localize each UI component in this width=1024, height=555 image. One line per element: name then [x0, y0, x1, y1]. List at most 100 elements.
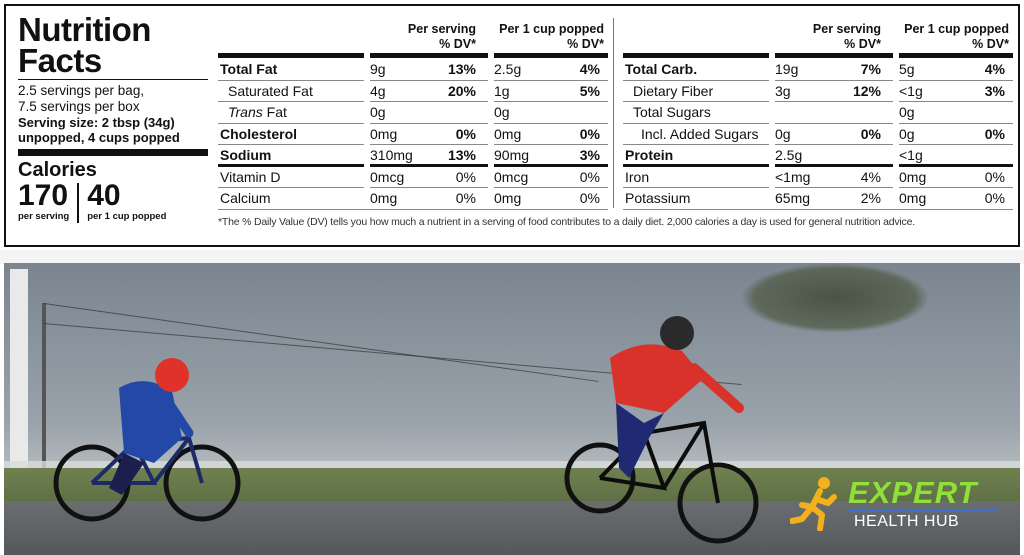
column-gap — [769, 53, 775, 208]
calories-label: Calories — [18, 159, 97, 181]
table-top-rule — [623, 53, 1013, 58]
amount-cup: 0mg — [899, 168, 927, 185]
serving-size-line1: Serving size: 2 tbsp (34g) — [18, 115, 175, 130]
dv-serving: 0% — [455, 168, 476, 185]
amount-serving: 310mg — [370, 147, 413, 163]
label-title-line2: Facts — [18, 42, 102, 79]
amount-cup: 5g — [899, 61, 915, 77]
amount-serving: 4g — [370, 82, 386, 99]
rider-jersey — [119, 381, 182, 463]
photo-tree — [740, 263, 930, 333]
nutrient-name: Total Sugars — [633, 104, 711, 120]
nutrient-row-trans-fat: Trans Fat 0g 0g — [218, 102, 608, 124]
rider-jersey — [610, 344, 704, 413]
col-header-cup: Per 1 cup popped — [499, 22, 604, 36]
dv-serving: 13% — [447, 61, 476, 77]
dv-footnote: *The % Daily Value (DV) tells you how mu… — [218, 216, 915, 228]
nutrient-row-protein: Protein 2.5g <1g — [623, 145, 1013, 167]
amount-cup: 90mg — [494, 147, 530, 163]
nutrient-row-added-sugars: Incl. Added Sugars 0g 0% 0g 0% — [623, 124, 1013, 145]
amount-serving: 2.5g — [775, 147, 803, 163]
nutrient-name: Calcium — [220, 190, 271, 206]
nutrient-row-calcium: Calcium 0mg 0% 0mg 0% — [218, 188, 608, 210]
col-header-cup: Per 1 cup popped — [904, 22, 1009, 36]
dv-serving: 4% — [860, 168, 881, 185]
nutrient-name: Vitamin D — [220, 168, 281, 185]
cyclist-right — [564, 316, 759, 544]
rider-helmet — [155, 358, 189, 392]
dv-cup: 5% — [579, 82, 600, 99]
amount-serving: 9g — [370, 61, 386, 77]
divider — [18, 79, 208, 80]
photo-grass — [4, 468, 1020, 503]
calories-row: 170 per serving 40 per 1 cup popped — [18, 181, 208, 223]
amount-cup: 0mg — [899, 190, 927, 206]
rider-leg — [109, 453, 144, 495]
amount-serving: 3g — [775, 82, 791, 99]
dv-cup: 0% — [984, 190, 1005, 206]
amount-serving: 0g — [775, 125, 791, 142]
bike-wheel — [564, 442, 636, 514]
logo-word-health-hub: HEALTH HUB — [854, 513, 960, 530]
calories-per-cup-label: per 1 cup popped — [87, 211, 167, 222]
table-header: Per serving % DV* Per 1 cup popped % DV* — [623, 20, 1013, 53]
amount-cup: 1g — [494, 82, 510, 99]
bike-wheel — [163, 444, 241, 522]
dv-cup: 4% — [579, 61, 600, 77]
col-header-cup-dv: % DV* — [972, 37, 1009, 51]
nutrient-name: Saturated Fat — [228, 82, 313, 99]
dv-serving: 20% — [447, 82, 476, 99]
nutrient-row-iron: Iron <1mg 4% 0mg 0% — [623, 167, 1013, 188]
nutrient-row-sodium: Sodium 310mg 13% 90mg 3% — [218, 145, 608, 167]
trans-fat-label: Fat — [266, 104, 287, 120]
col-header-serving: Per serving — [407, 22, 476, 36]
rider-helmet — [660, 316, 694, 350]
label-title-line1: Nutrition — [18, 11, 151, 48]
amount-cup: 0mg — [494, 125, 522, 142]
expert-health-hub-logo: EXPERT HEALTH HUB — [790, 473, 1000, 533]
column-gap — [364, 53, 370, 208]
trans-prefix: Trans — [228, 104, 263, 120]
rider-arm — [164, 398, 194, 438]
amount-cup: 0g — [494, 104, 510, 120]
dv-cup: 0% — [579, 190, 600, 206]
calories-per-cup: 40 — [87, 179, 121, 212]
servings-line2: 7.5 servings per box — [18, 99, 140, 114]
cyclists-illustration — [53, 316, 759, 544]
column-gap — [893, 53, 899, 208]
amount-cup: 0mcg — [494, 168, 529, 185]
dv-serving: 0% — [455, 125, 476, 142]
col-header-serving-dv: % DV* — [439, 37, 476, 51]
serving-size-line2: unpopped, 4 cups popped — [18, 130, 180, 145]
nutrient-row-total-sugars: Total Sugars 0g — [623, 102, 1013, 124]
table-top-rule — [218, 53, 608, 58]
table-header: Per serving % DV* Per 1 cup popped % DV* — [218, 20, 608, 53]
calories-per-serving-label: per serving — [18, 211, 70, 222]
dv-cup: 0% — [579, 168, 600, 185]
amount-cup: 0g — [899, 104, 915, 120]
nutrition-label: Nutrition Facts 2.5 servings per bag, 7.… — [4, 4, 1020, 247]
section-divider — [0, 250, 1024, 264]
logo-word-expert: EXPERT — [848, 475, 978, 510]
nutrient-row-potassium: Potassium 65mg 2% 0mg 0% — [623, 188, 1013, 210]
amount-cup: 0g — [899, 125, 915, 142]
rider-shorts — [616, 403, 664, 478]
dv-cup: 4% — [984, 61, 1005, 77]
amount-serving: 0mg — [370, 190, 398, 206]
servings-line1: 2.5 servings per bag, — [18, 83, 145, 98]
nutrient-name: Potassium — [625, 190, 691, 206]
cyclists-photo: EXPERT HEALTH HUB — [4, 263, 1020, 555]
nutrient-name: Protein — [625, 147, 674, 163]
logo-underline — [848, 510, 998, 512]
dv-serving: 0% — [455, 190, 476, 206]
nutrient-name: Dietary Fiber — [633, 82, 714, 99]
nutrient-row-total-fat: Total Fat 9g 13% 2.5g 4% — [218, 59, 608, 81]
dv-cup: 0% — [984, 125, 1005, 142]
dv-serving: 2% — [860, 190, 881, 206]
column-gap — [488, 53, 494, 208]
nutrient-name: Trans Fat — [228, 102, 287, 123]
amount-serving: 65mg — [775, 190, 811, 206]
nutrient-row-vitamin-d: Vitamin D 0mcg 0% 0mcg 0% — [218, 167, 608, 188]
rider-arm — [689, 363, 744, 413]
amount-cup: 0mg — [494, 190, 522, 206]
